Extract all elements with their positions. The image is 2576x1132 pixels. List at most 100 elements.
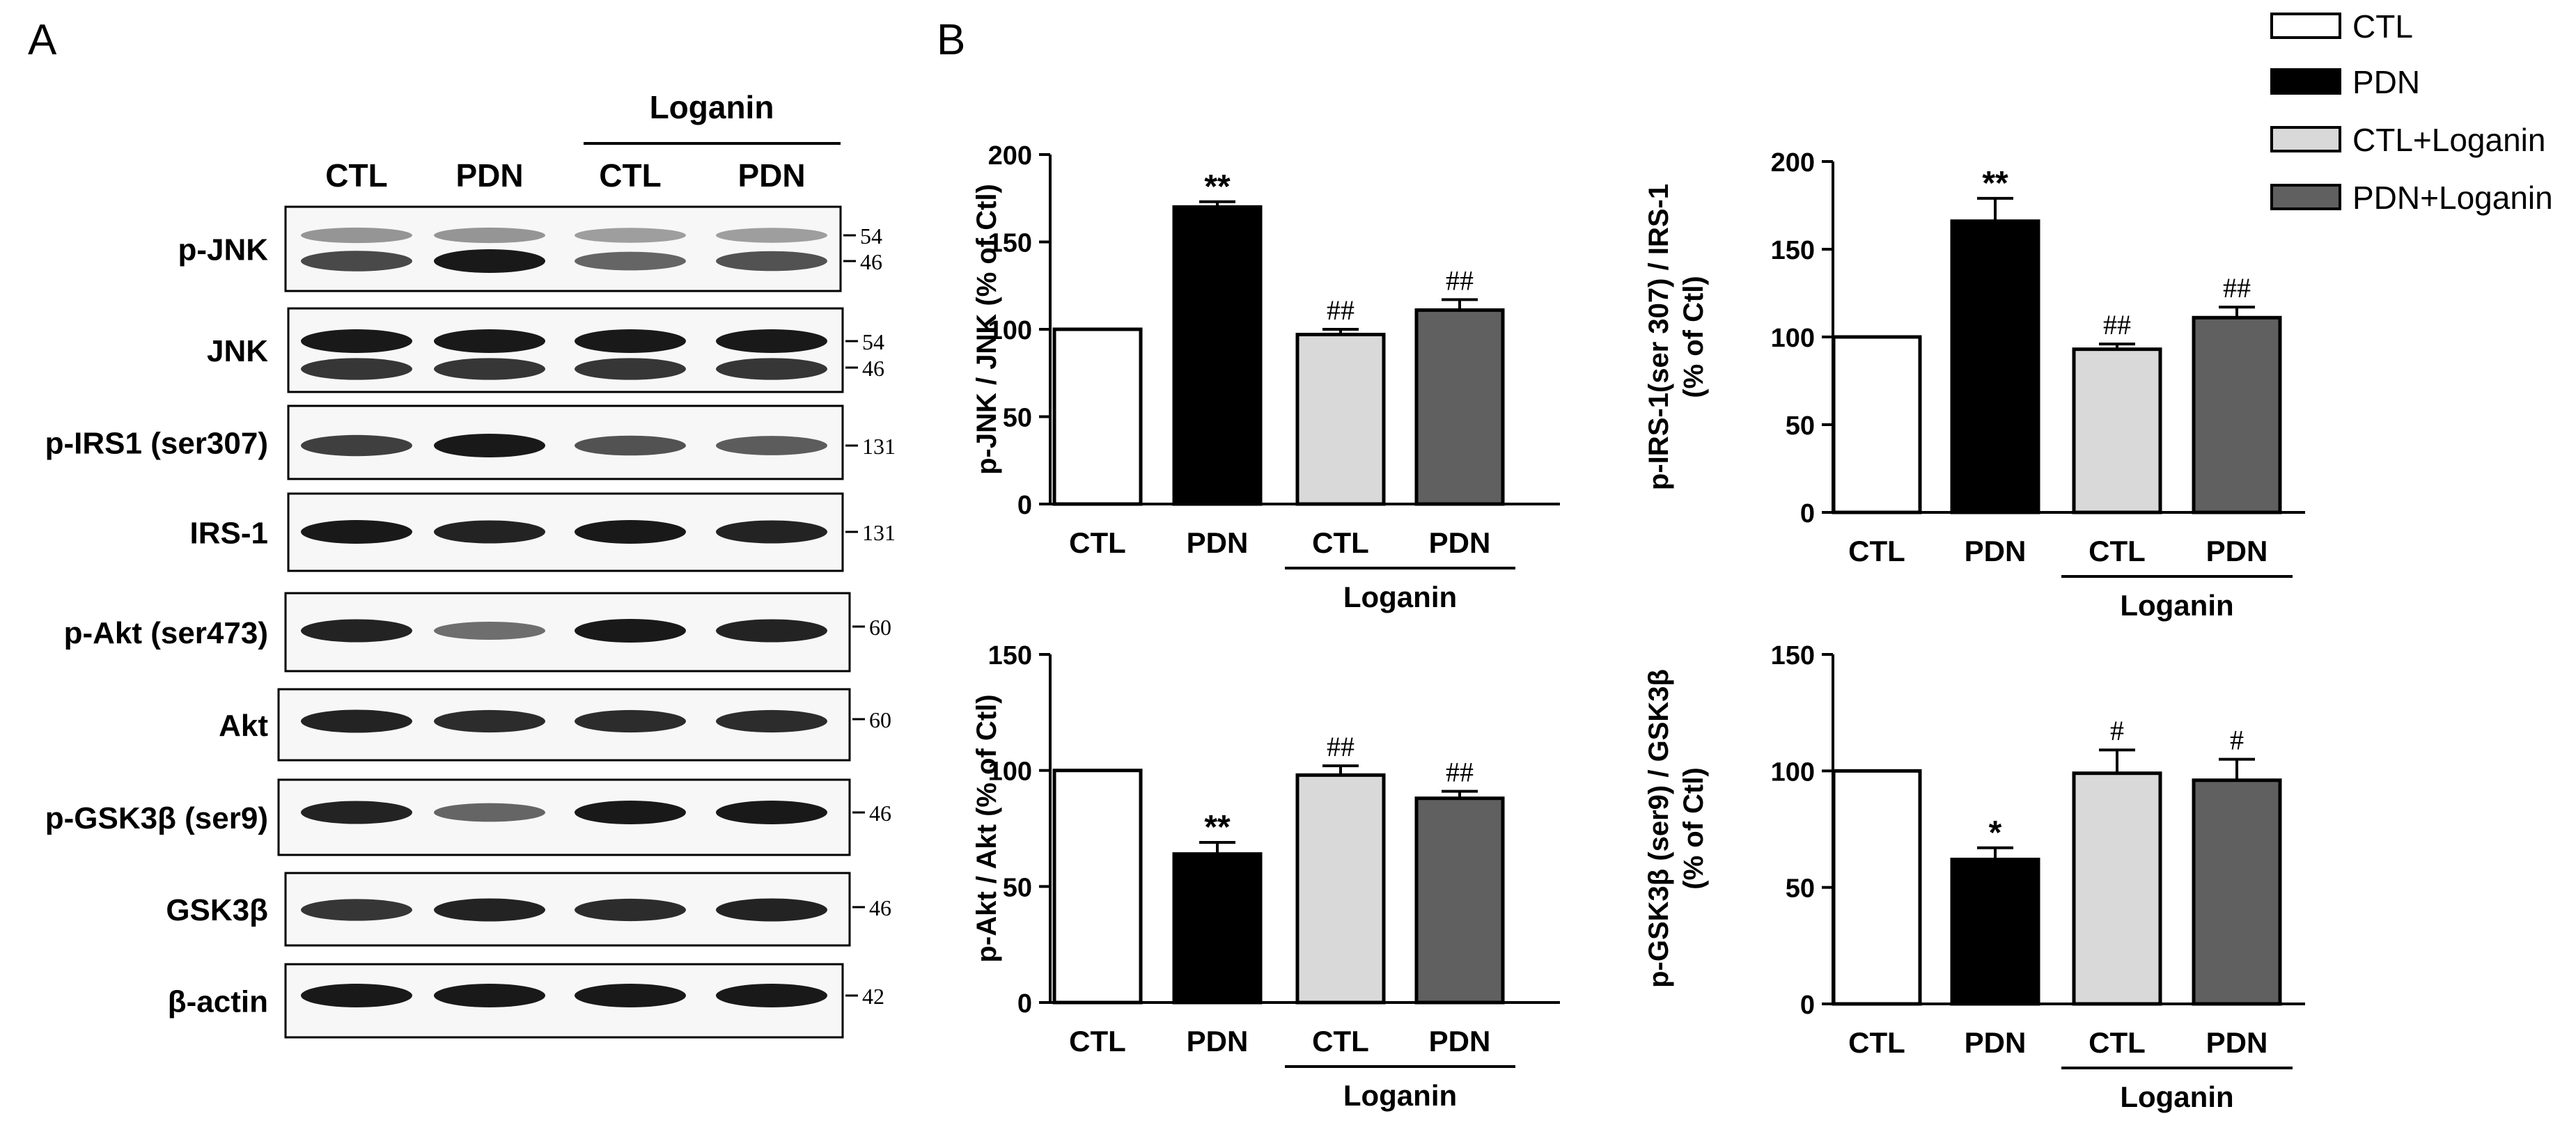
x-tick-label: CTL	[1848, 535, 1905, 567]
y-tick-label: 100	[988, 316, 1032, 345]
bar	[2192, 778, 2282, 1006]
bar-charts: 0 50 100 150 200 p-JNK / JNK (% of Ctl) CTL ** P…	[971, 141, 2305, 1113]
y-axis-label-line: (% of Ctl)	[1678, 767, 1709, 890]
bar	[1172, 205, 1263, 506]
blot-band	[575, 358, 686, 380]
blot-band	[301, 251, 412, 272]
legend-item: PDN+Loganin	[2270, 180, 2553, 216]
mw-marker: 46	[869, 895, 891, 920]
group-label: Loganin	[1343, 1079, 1457, 1112]
loganin-label: Loganin	[650, 89, 774, 125]
blot-band	[575, 801, 686, 824]
blot-band	[716, 228, 827, 243]
blot-row: IRS-1 131	[190, 492, 896, 572]
panel-a-label: A	[28, 16, 57, 64]
x-tick-label: PDN	[1965, 1026, 2027, 1059]
y-tick-label: 0	[1800, 499, 1815, 528]
y-tick-label: 100	[1771, 757, 1815, 787]
blot-band	[301, 801, 412, 824]
blot-band	[434, 709, 545, 733]
group-label: Loganin	[2120, 1080, 2233, 1113]
bar	[1832, 335, 1922, 514]
blot-band	[575, 435, 686, 456]
x-tick-label: PDN	[1187, 1025, 1249, 1058]
blot-band	[716, 436, 827, 455]
blot-name: p-GSK3β (ser9)	[45, 801, 268, 835]
mw-marker: 54	[862, 329, 884, 354]
x-tick-label: PDN	[1429, 1025, 1491, 1058]
blot-band	[716, 329, 827, 353]
blot-band	[434, 249, 545, 273]
x-tick-label: CTL	[1069, 1025, 1126, 1058]
legend-item: CTL	[2270, 8, 2413, 45]
bar-chart: 0 50 100 150 p-GSK3β (ser9) / GSK3β (% of Ctl…	[1644, 641, 2305, 1113]
mw-marker: 46	[869, 801, 891, 826]
mw-marker: 131	[862, 520, 896, 545]
mw-marker: 60	[869, 615, 891, 640]
blot-band	[301, 358, 412, 380]
y-tick-label: 0	[1017, 989, 1032, 1019]
blot-name: p-Akt (ser473)	[64, 616, 268, 650]
blot-band	[434, 358, 545, 380]
significance-label: **	[1982, 165, 2008, 202]
blot-name: p-IRS1 (ser307)	[45, 427, 268, 461]
mw-marker: 131	[862, 434, 896, 459]
significance-label: **	[1204, 168, 1231, 205]
y-tick-label: 150	[988, 229, 1032, 258]
legend-label: CTL+Loganin	[2352, 122, 2545, 158]
bar	[1832, 769, 1922, 1006]
significance-label: **	[1204, 809, 1231, 846]
blot-row: p-IRS1 (ser307) 131	[45, 404, 896, 480]
y-tick-label: 200	[1771, 148, 1815, 178]
x-tick-label: CTL	[2089, 535, 2146, 567]
blot-band	[575, 251, 686, 271]
bar	[1414, 796, 1505, 1005]
y-axis-label: p-JNK / JNK (% of Ctl)	[971, 184, 1002, 475]
blot-band	[301, 434, 412, 457]
group-label: Loganin	[1343, 581, 1457, 613]
blot-band	[575, 984, 686, 1007]
blot-row: p-GSK3β (ser9) 46	[45, 778, 891, 856]
blot-row: β-actin 42	[168, 963, 884, 1039]
blot-band	[434, 803, 545, 822]
x-tick-label: PDN	[1965, 535, 2027, 567]
blot-band	[716, 358, 827, 380]
y-axis-label-line: p-GSK3β (ser9) / GSK3β	[1644, 669, 1674, 988]
blot-band	[301, 619, 412, 643]
blot-band	[575, 619, 686, 643]
panel-b-label: B	[937, 16, 965, 64]
blot-band	[434, 329, 545, 353]
significance-label: ##	[1327, 731, 1355, 762]
y-axis-label: p-IRS-1(ser 307) / IRS-1 (% of Ctl)	[1644, 184, 1709, 490]
bar	[1052, 327, 1143, 506]
legend: CTL PDN CTL+Loganin PDN+Loganin	[2270, 8, 2553, 216]
blot-band	[301, 984, 412, 1007]
bar	[1295, 333, 1386, 506]
y-axis-label: p-GSK3β (ser9) / GSK3β (% of Ctl)	[1644, 669, 1709, 988]
blot-band	[575, 329, 686, 353]
lane-label: PDN	[737, 157, 805, 194]
blot-band	[716, 520, 827, 544]
y-axis-label: p-Akt / Akt (% of Ctl)	[971, 694, 1002, 962]
lane-label: CTL	[325, 157, 387, 194]
significance-label: ##	[2223, 272, 2251, 304]
bar	[1950, 858, 2040, 1006]
legend-swatch	[2270, 184, 2341, 210]
legend-swatch	[2270, 13, 2341, 39]
panel-b: B CTL PDN CTL+Loganin PDN+Loganin 0 50 100 150…	[937, 8, 2553, 1113]
lane-labels: CTL PDN CTL PDN	[325, 157, 805, 194]
y-tick-label: 0	[1800, 991, 1815, 1020]
legend-swatch	[2270, 126, 2341, 152]
blot-row: GSK3β 46	[166, 872, 891, 947]
significance-label: ##	[1446, 265, 1474, 296]
mw-marker: 46	[860, 249, 882, 274]
significance-label: ##	[2103, 309, 2131, 340]
legend-swatch	[2270, 68, 2341, 95]
blot-band	[575, 898, 686, 922]
blot-name: p-JNK	[178, 233, 268, 267]
mw-marker: 60	[869, 707, 891, 732]
significance-label: *	[1989, 815, 2002, 851]
lane-label: PDN	[455, 157, 523, 194]
blot-membrane	[284, 205, 842, 292]
